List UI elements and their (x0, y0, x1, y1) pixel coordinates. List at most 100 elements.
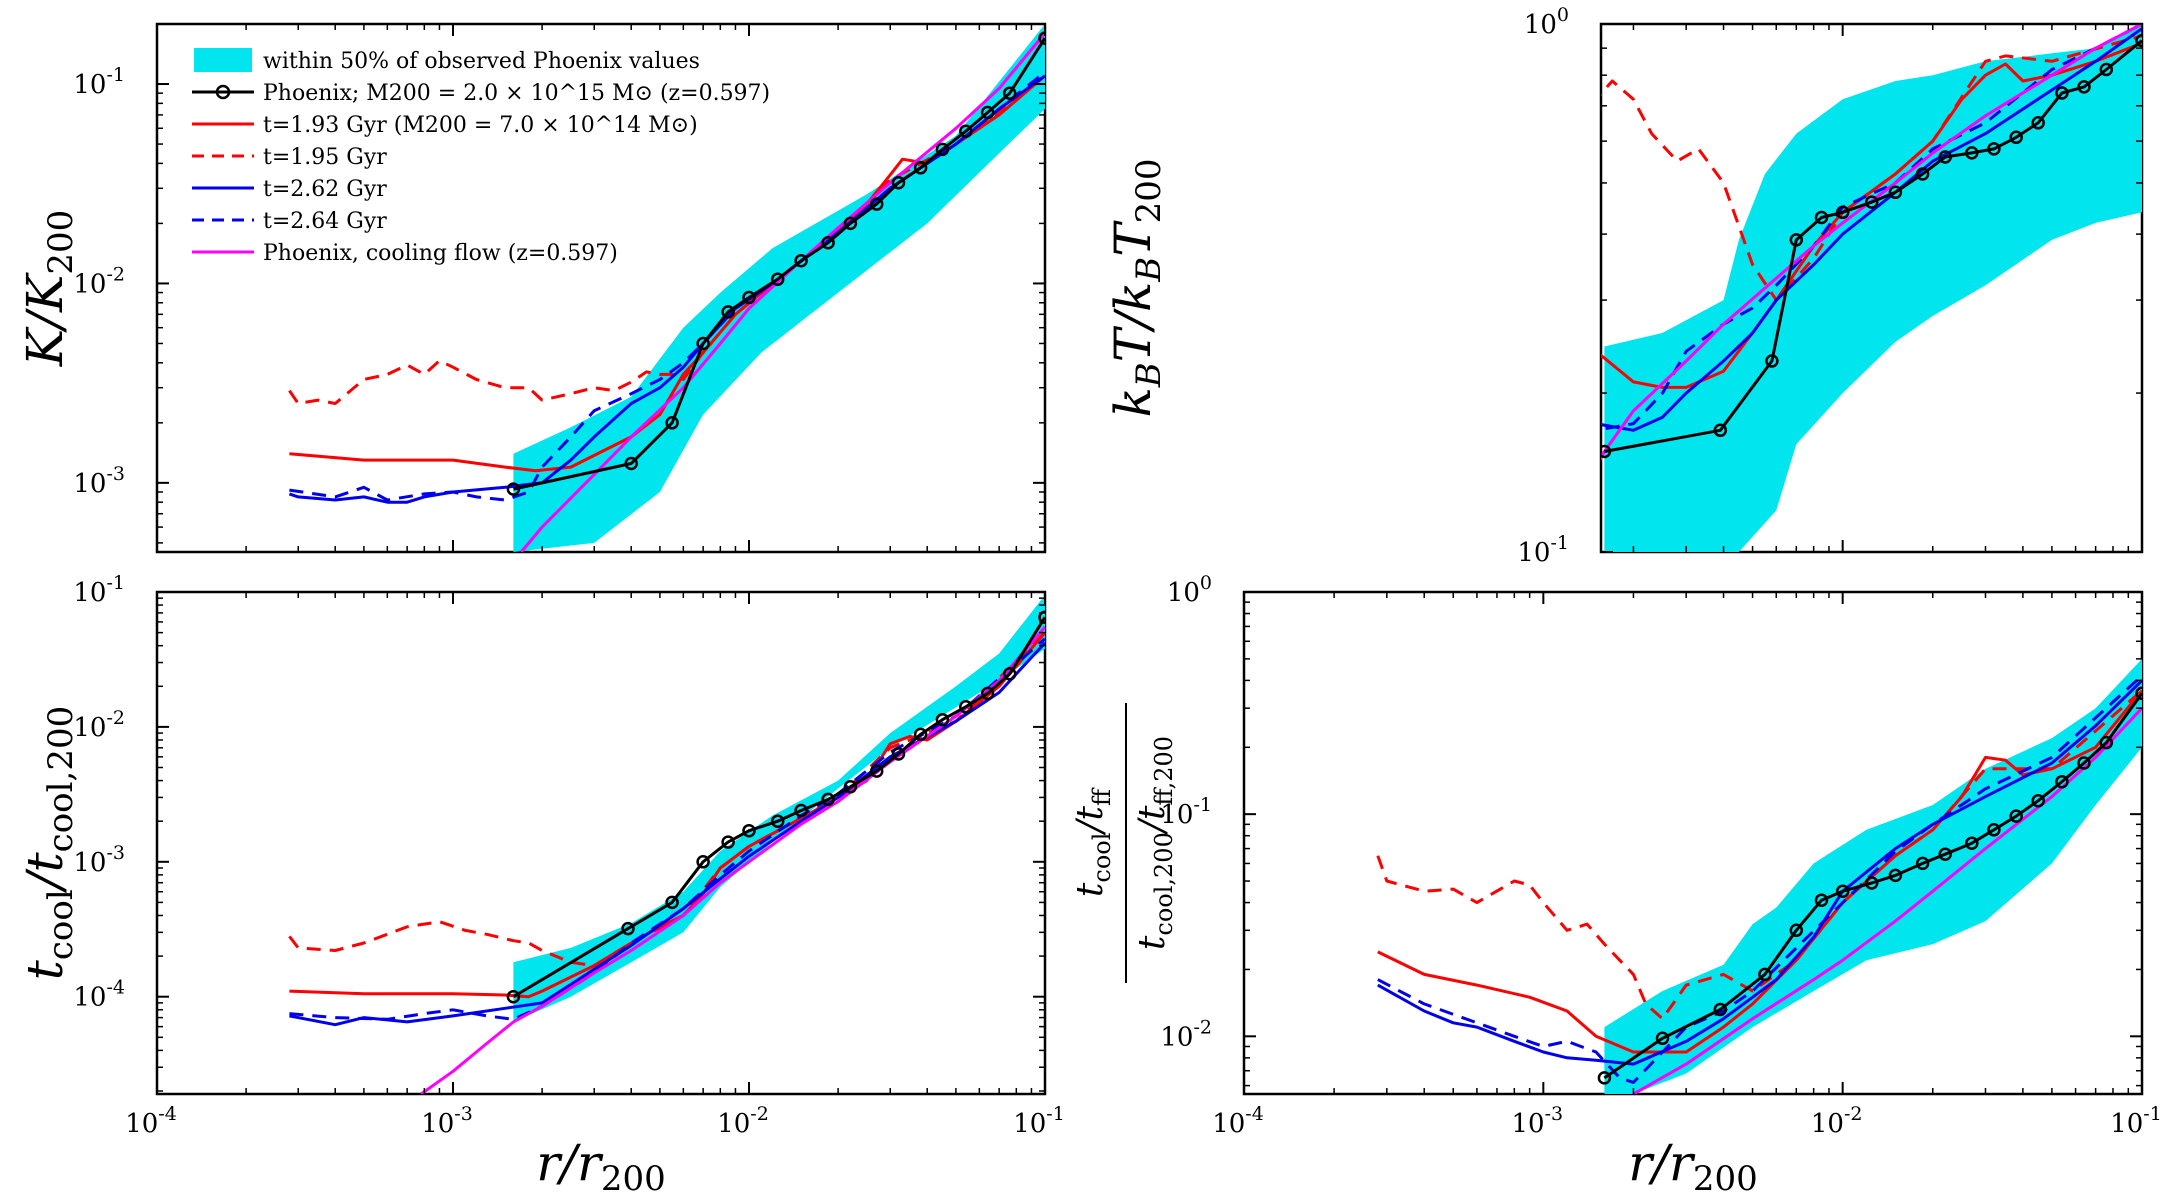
phoenix-data-point (665, 895, 679, 910)
phoenix-data-point (843, 780, 858, 794)
phoenix-data-point (980, 686, 995, 701)
panel-cooling-time: 10-4 10-3 10-2 10-1 10-4 10-3 10-2 10-1 tcool/t… (16, 572, 1065, 1194)
phoenix-data-point (770, 272, 785, 286)
y-axis-title-entropy: K/K200 (16, 210, 81, 367)
cooling-flow-line (1601, 24, 2142, 461)
y-tick-label: 10-1 (1160, 794, 1212, 830)
phoenix-data-point (935, 142, 950, 157)
panel-entropy-marks (288, 24, 1045, 552)
phoenix-data-point (1597, 1071, 1612, 1085)
phoenix-data-point (1888, 185, 1903, 200)
phoenix-data-point (821, 792, 835, 807)
phoenix-data-point (1965, 146, 1979, 160)
phoenix-data-point (891, 747, 906, 761)
phoenix-data-point (1038, 31, 1045, 45)
phoenix-profile-line (1603, 692, 2142, 1080)
x-tick-label: 10-4 (1212, 1103, 1264, 1139)
phoenix-data-point (869, 197, 884, 211)
panel-temperature-plot-area (1601, 24, 2142, 552)
svg-text:tcool,200/tff,200: tcool,200/tff,200 (1132, 736, 1178, 950)
legend-label-cooling: Phoenix, cooling flow (z=0.597) (263, 241, 618, 266)
phoenix-data-point (1835, 205, 1850, 220)
y-tick-label: 10-1 (1517, 532, 1569, 568)
legend-label-t262: t=2.62 Gyr (263, 177, 387, 202)
y-tick-label: 10-1 (73, 64, 125, 100)
phoenix-data-point (869, 764, 884, 778)
phoenix-data-point (721, 835, 735, 849)
panel-entropy-ticks: 10-3 10-2 10-1 (73, 24, 1046, 552)
panel-cooling-ratio-ticks: 10-4 10-3 10-2 10-1 10-2 10-1 100 (1160, 572, 2161, 1139)
phoenix-data-point (1938, 150, 1952, 164)
t262-line (1601, 27, 2142, 432)
phoenix-data-point (1965, 836, 1979, 850)
y-tick-label: 100 (1167, 572, 1212, 608)
phoenix-data-point (621, 921, 635, 936)
x-tick-label: 10-2 (1811, 1103, 1863, 1139)
panel-cooling-ratio: 10-4 10-3 10-2 10-1 10-2 10-1 100 tcool/tff tc… (1070, 572, 2162, 1194)
phoenix-data-point (1938, 847, 1952, 861)
y-tick-label: 10-3 (73, 463, 125, 499)
phoenix-data-point (2077, 80, 2091, 94)
phoenix-data-point (1915, 167, 1930, 181)
phoenix-data-point (913, 727, 928, 742)
phoenix-data-point (1915, 856, 1930, 871)
phoenix-data-point (821, 235, 835, 250)
panel-cooling-ratio-marks (1376, 658, 2142, 1094)
legend-label-phoenix: Phoenix; M200 = 2.0 × 10^15 M⊙ (z=0.597) (263, 81, 770, 106)
x-tick-label: 10-1 (2110, 1103, 2162, 1139)
phoenix-data-point (1987, 142, 2001, 156)
phoenix-data-point (794, 253, 808, 268)
y-tick-label: 10-3 (73, 842, 125, 878)
panel-cooling-time-ticks: 10-4 10-3 10-2 10-1 10-4 10-3 10-2 10-1 (73, 572, 1064, 1139)
panel-entropy-plot-area (288, 24, 1045, 552)
phoenix-data-point (2077, 756, 2091, 770)
phoenix-data-point (1789, 233, 1804, 247)
phoenix-data-point (696, 855, 710, 869)
x-tick-label: 10-3 (1512, 1103, 1564, 1139)
y-axis-title-temperature: kBT/kBT200 (1104, 158, 1169, 417)
y-tick-label: 10-2 (1160, 1016, 1212, 1052)
phoenix-data-point (1864, 195, 1879, 209)
legend-swatch-phoenix-marker (215, 84, 231, 100)
phoenix-data-point (665, 416, 679, 430)
t264-line (289, 70, 1045, 502)
t262-line (1377, 679, 2142, 1066)
phoenix-data-point (935, 712, 950, 727)
legend-label-t264: t=2.64 Gyr (263, 209, 387, 234)
phoenix-data-point (1765, 354, 1779, 368)
x-tick-label: 10-4 (125, 1103, 177, 1139)
y-tick-label: 10-1 (73, 572, 125, 608)
t264-line (1601, 24, 2142, 431)
x-tick-label: 10-2 (717, 1103, 769, 1139)
phoenix-data-point (891, 175, 906, 190)
phoenix-data-point (1601, 444, 1612, 459)
svg-text:tcool/tff: tcool/tff (1070, 787, 1116, 897)
phoenix-data-point (1987, 823, 2001, 837)
x-tick-label: 10-3 (421, 1103, 473, 1139)
y-tick-label: 10-4 (73, 977, 125, 1013)
phoenix-profile-line (1604, 39, 2142, 453)
panel-cooling-time-marks (288, 595, 1045, 1094)
t193-line (1377, 689, 2142, 1054)
y-tick-label: 100 (1524, 4, 1569, 40)
legend-label-t195: t=1.95 Gyr (263, 145, 387, 170)
panel-temperature-ticks: 10-1 100 (1517, 4, 2143, 568)
phoenix-data-point (1864, 876, 1879, 890)
phoenix-data-point (1713, 1002, 1728, 1017)
panel-cooling-time-frame (155, 590, 1047, 1096)
phoenix-data-point (624, 456, 638, 471)
phoenix-data-point (1002, 86, 1017, 100)
phoenix-data-point (2099, 62, 2114, 77)
phoenix-data-point (913, 161, 928, 175)
phoenix-data-point (2031, 793, 2045, 808)
phoenix-data-point (1002, 667, 1017, 681)
observed-range-band (1604, 24, 2142, 552)
phoenix-data-point (721, 305, 735, 319)
phoenix-data-point (980, 105, 995, 120)
x-tick-label: 10-1 (1013, 1103, 1065, 1139)
phoenix-data-point (2009, 809, 2023, 823)
legend: within 50% of observed Phoenix values Ph… (192, 48, 770, 266)
phoenix-data-point (1835, 884, 1850, 898)
t264-line (289, 637, 1045, 1021)
